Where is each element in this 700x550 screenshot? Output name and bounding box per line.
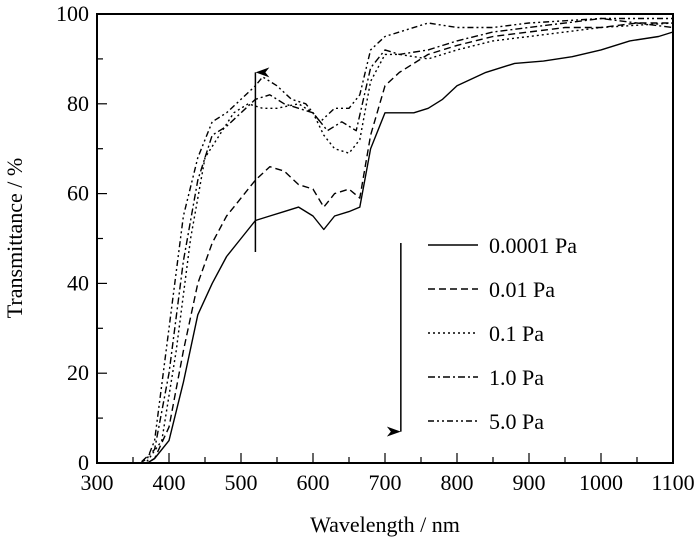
- series-line-1: [97, 22, 673, 464]
- series-line-0: [97, 31, 674, 464]
- x-tick-label: 1100: [651, 470, 694, 495]
- y-axis-label: Transmittance / %: [2, 158, 27, 319]
- y-tick-label: 100: [56, 1, 89, 26]
- plot-frame: [96, 13, 674, 464]
- legend-label: 0.1 Pa: [489, 321, 544, 346]
- series-line-3: [97, 17, 674, 464]
- x-tick-label: 600: [297, 470, 330, 495]
- x-tick-label: 500: [225, 470, 258, 495]
- x-tick-label: 1000: [579, 470, 623, 495]
- x-axis-label: Wavelength / nm: [310, 512, 460, 537]
- legend-label: 0.0001 Pa: [489, 233, 577, 258]
- x-tick-label: 300: [81, 470, 114, 495]
- x-tick-label: 400: [153, 470, 186, 495]
- y-tick-label: 80: [67, 91, 89, 116]
- x-tick-label: 700: [369, 470, 402, 495]
- y-tick-label: 0: [78, 450, 89, 475]
- series-line-2: [97, 22, 674, 464]
- series-line-4: [97, 17, 673, 464]
- legend-label: 5.0 Pa: [489, 409, 544, 434]
- y-tick-label: 20: [67, 360, 89, 385]
- x-tick-label: 900: [513, 470, 546, 495]
- legend-label: 1.0 Pa: [489, 365, 544, 390]
- y-tick-label: 40: [67, 270, 89, 295]
- legend-label: 0.01 Pa: [489, 277, 555, 302]
- y-tick-label: 60: [67, 181, 89, 206]
- x-tick-label: 800: [441, 470, 474, 495]
